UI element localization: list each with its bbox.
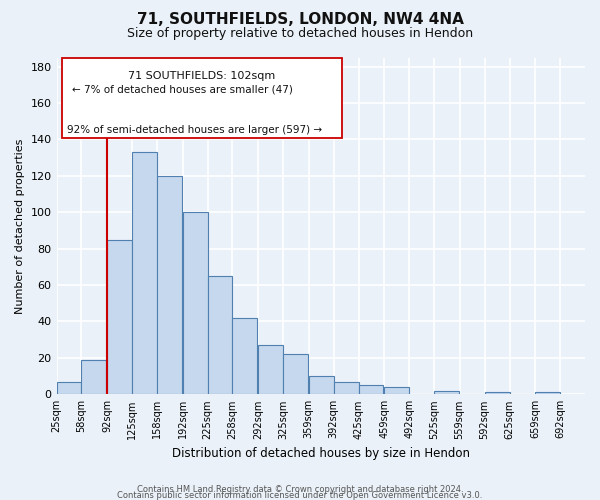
Bar — [82, 360, 106, 394]
Bar — [485, 392, 509, 394]
Text: ← 7% of detached houses are smaller (47): ← 7% of detached houses are smaller (47) — [73, 84, 293, 94]
Bar — [334, 382, 359, 394]
Bar — [535, 392, 560, 394]
Bar — [308, 376, 334, 394]
Bar — [182, 212, 208, 394]
Bar — [359, 385, 383, 394]
Text: 92% of semi-detached houses are larger (597) →: 92% of semi-detached houses are larger (… — [67, 125, 322, 135]
Bar — [208, 276, 232, 394]
Bar — [434, 390, 459, 394]
Bar — [107, 240, 132, 394]
FancyBboxPatch shape — [62, 58, 342, 138]
Bar — [157, 176, 182, 394]
Bar — [283, 354, 308, 395]
X-axis label: Distribution of detached houses by size in Hendon: Distribution of detached houses by size … — [172, 447, 470, 460]
Bar — [258, 345, 283, 395]
Text: 71, SOUTHFIELDS, LONDON, NW4 4NA: 71, SOUTHFIELDS, LONDON, NW4 4NA — [137, 12, 463, 28]
Bar — [384, 387, 409, 394]
Text: Contains public sector information licensed under the Open Government Licence v3: Contains public sector information licen… — [118, 491, 482, 500]
Bar — [232, 318, 257, 394]
Text: Size of property relative to detached houses in Hendon: Size of property relative to detached ho… — [127, 28, 473, 40]
Bar — [132, 152, 157, 394]
Y-axis label: Number of detached properties: Number of detached properties — [15, 138, 25, 314]
Bar — [56, 382, 82, 394]
Text: Contains HM Land Registry data © Crown copyright and database right 2024.: Contains HM Land Registry data © Crown c… — [137, 485, 463, 494]
Text: 71 SOUTHFIELDS: 102sqm: 71 SOUTHFIELDS: 102sqm — [128, 71, 275, 81]
